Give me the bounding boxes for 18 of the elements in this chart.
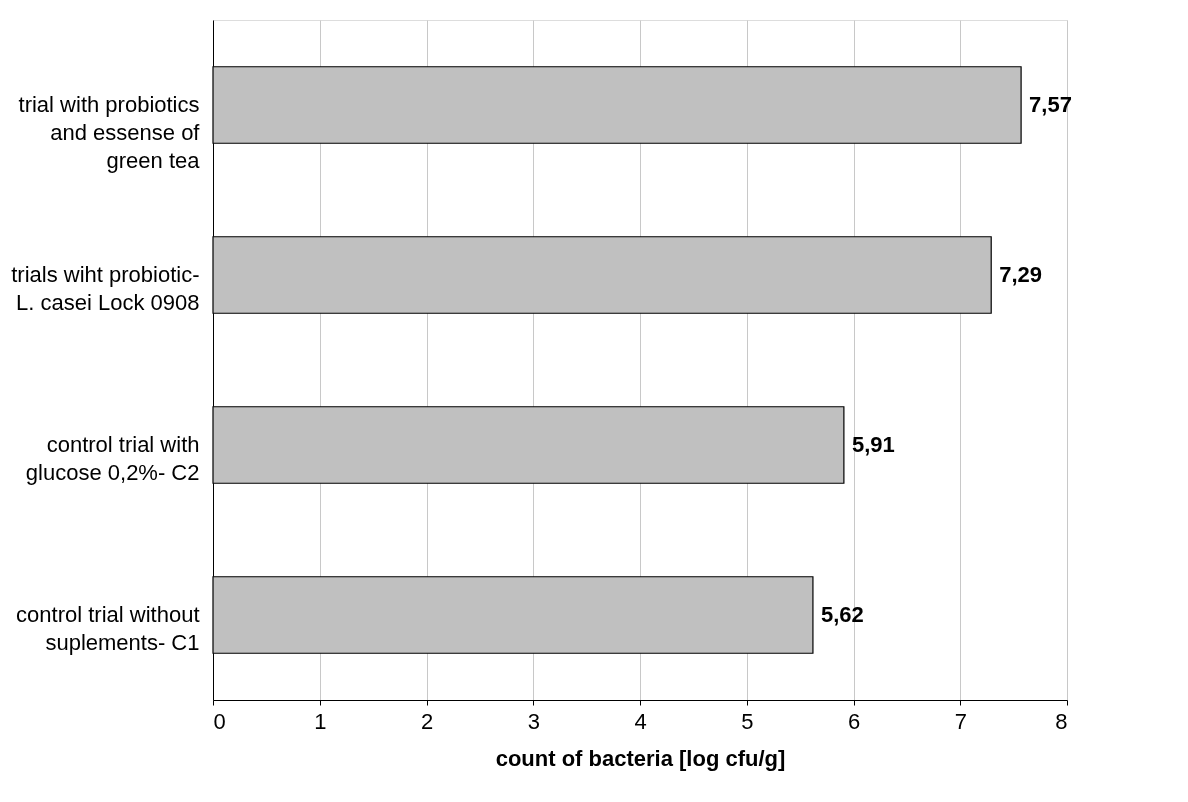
- x-tick-label: 3: [527, 708, 540, 734]
- x-tick-label: 1: [314, 708, 327, 734]
- data-label: 7,57: [1029, 92, 1072, 117]
- x-axis-title: count of bacteria [log cfu/g]: [495, 745, 786, 771]
- y-tick-label: control trial without suplements- C1: [16, 602, 200, 655]
- x-tick-label: 0: [213, 708, 226, 734]
- x-tick-label: 7: [954, 708, 967, 734]
- data-label: 5,62: [820, 602, 864, 627]
- x-tick-label: 6: [847, 708, 861, 734]
- data-label: 5,91: [851, 432, 895, 457]
- x-tick-label: 2: [420, 708, 434, 734]
- y-tick-label: trial with probiotics and essense of green tea: [18, 92, 201, 173]
- x-tick-label: 5: [741, 708, 754, 734]
- data-label: 7,29: [999, 262, 1043, 287]
- y-tick-label: control trial with glucose 0,2%- C2: [25, 432, 200, 485]
- x-tick-label: 8: [1055, 708, 1068, 734]
- x-tick-label: 4: [634, 708, 647, 734]
- y-tick-label: trials wiht probiotic- L. casei Lock 0908: [11, 262, 200, 315]
